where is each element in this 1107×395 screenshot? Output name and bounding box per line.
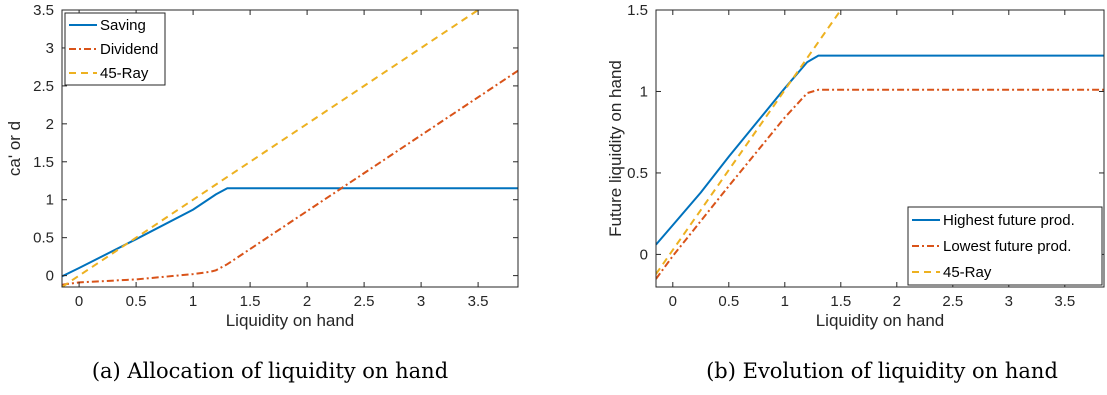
x-tick-label: 2 (893, 293, 901, 310)
series-line-0 (656, 54, 1104, 246)
x-tick-label: 1.5 (830, 293, 851, 310)
y-tick-label: 0 (46, 268, 54, 285)
legend-entry: 45-Ray (100, 65, 149, 82)
x-tick-label: 1 (781, 293, 789, 310)
x-tick-label: 3 (1005, 293, 1013, 310)
legend-entry: Highest future prod. (943, 212, 1075, 229)
x-axis-label: Liquidity on hand (226, 311, 355, 330)
y-tick-label: 2 (46, 116, 54, 133)
panel-a: 0 0.5 1 1.5 2 2.5 3 3.5 0 0.5 1 1.5 2 2.5 3 3.5 Liquidit… (5, 2, 519, 383)
plot-frame (655, 9, 1105, 288)
legend-entry: Lowest future prod. (943, 238, 1071, 255)
x-tick-label: 0.5 (718, 293, 739, 310)
y-tick-label: 3.5 (33, 2, 54, 19)
legend: Saving Dividend 45-Ray (64, 12, 166, 86)
y-tick-label: 1.5 (627, 2, 648, 19)
legend-entry: Dividend (100, 41, 158, 58)
figure-caption: (b) Evolution of liquidity on hand (706, 359, 1058, 383)
legend-entry: 45-Ray (943, 264, 992, 281)
series-line-2 (656, 10, 842, 275)
y-tick-label: 2.5 (33, 78, 54, 95)
series-line-1 (656, 88, 1104, 280)
figure-caption: (a) Allocation of liquidity on hand (92, 359, 448, 383)
x-tick-label: 3 (417, 293, 425, 310)
y-tick-label: 0 (640, 246, 648, 263)
x-tick-label: 0 (669, 293, 677, 310)
y-tick-label: 1 (640, 83, 648, 100)
x-tick-label: 2.5 (942, 293, 963, 310)
y-axis-label: Future liquidity on hand (606, 60, 625, 237)
y-tick-label: 1.5 (33, 154, 54, 171)
x-tick-label: 2.5 (354, 293, 375, 310)
plot-frame (61, 9, 519, 288)
y-axis-label: ca' or d (5, 121, 24, 176)
series-line-0 (62, 187, 518, 278)
legend: Highest future prod. Lowest future prod. 4… (907, 206, 1103, 286)
y-tick-label: 0.5 (33, 230, 54, 247)
x-tick-label: 3.5 (1054, 293, 1075, 310)
x-tick-label: 0 (75, 293, 83, 310)
y-tick-label: 1 (46, 192, 54, 209)
x-tick-label: 1 (189, 293, 197, 310)
y-tick-label: 3 (46, 40, 54, 57)
legend-box (907, 206, 1103, 286)
x-tick-label: 3.5 (468, 293, 489, 310)
x-tick-label: 1.5 (240, 293, 261, 310)
x-tick-label: 2 (303, 293, 311, 310)
legend-entry: Saving (100, 17, 146, 34)
x-tick-label: 0.5 (126, 293, 147, 310)
series-line-1 (62, 69, 518, 286)
x-axis-label: Liquidity on hand (816, 311, 945, 330)
y-tick-label: 0.5 (627, 165, 648, 182)
